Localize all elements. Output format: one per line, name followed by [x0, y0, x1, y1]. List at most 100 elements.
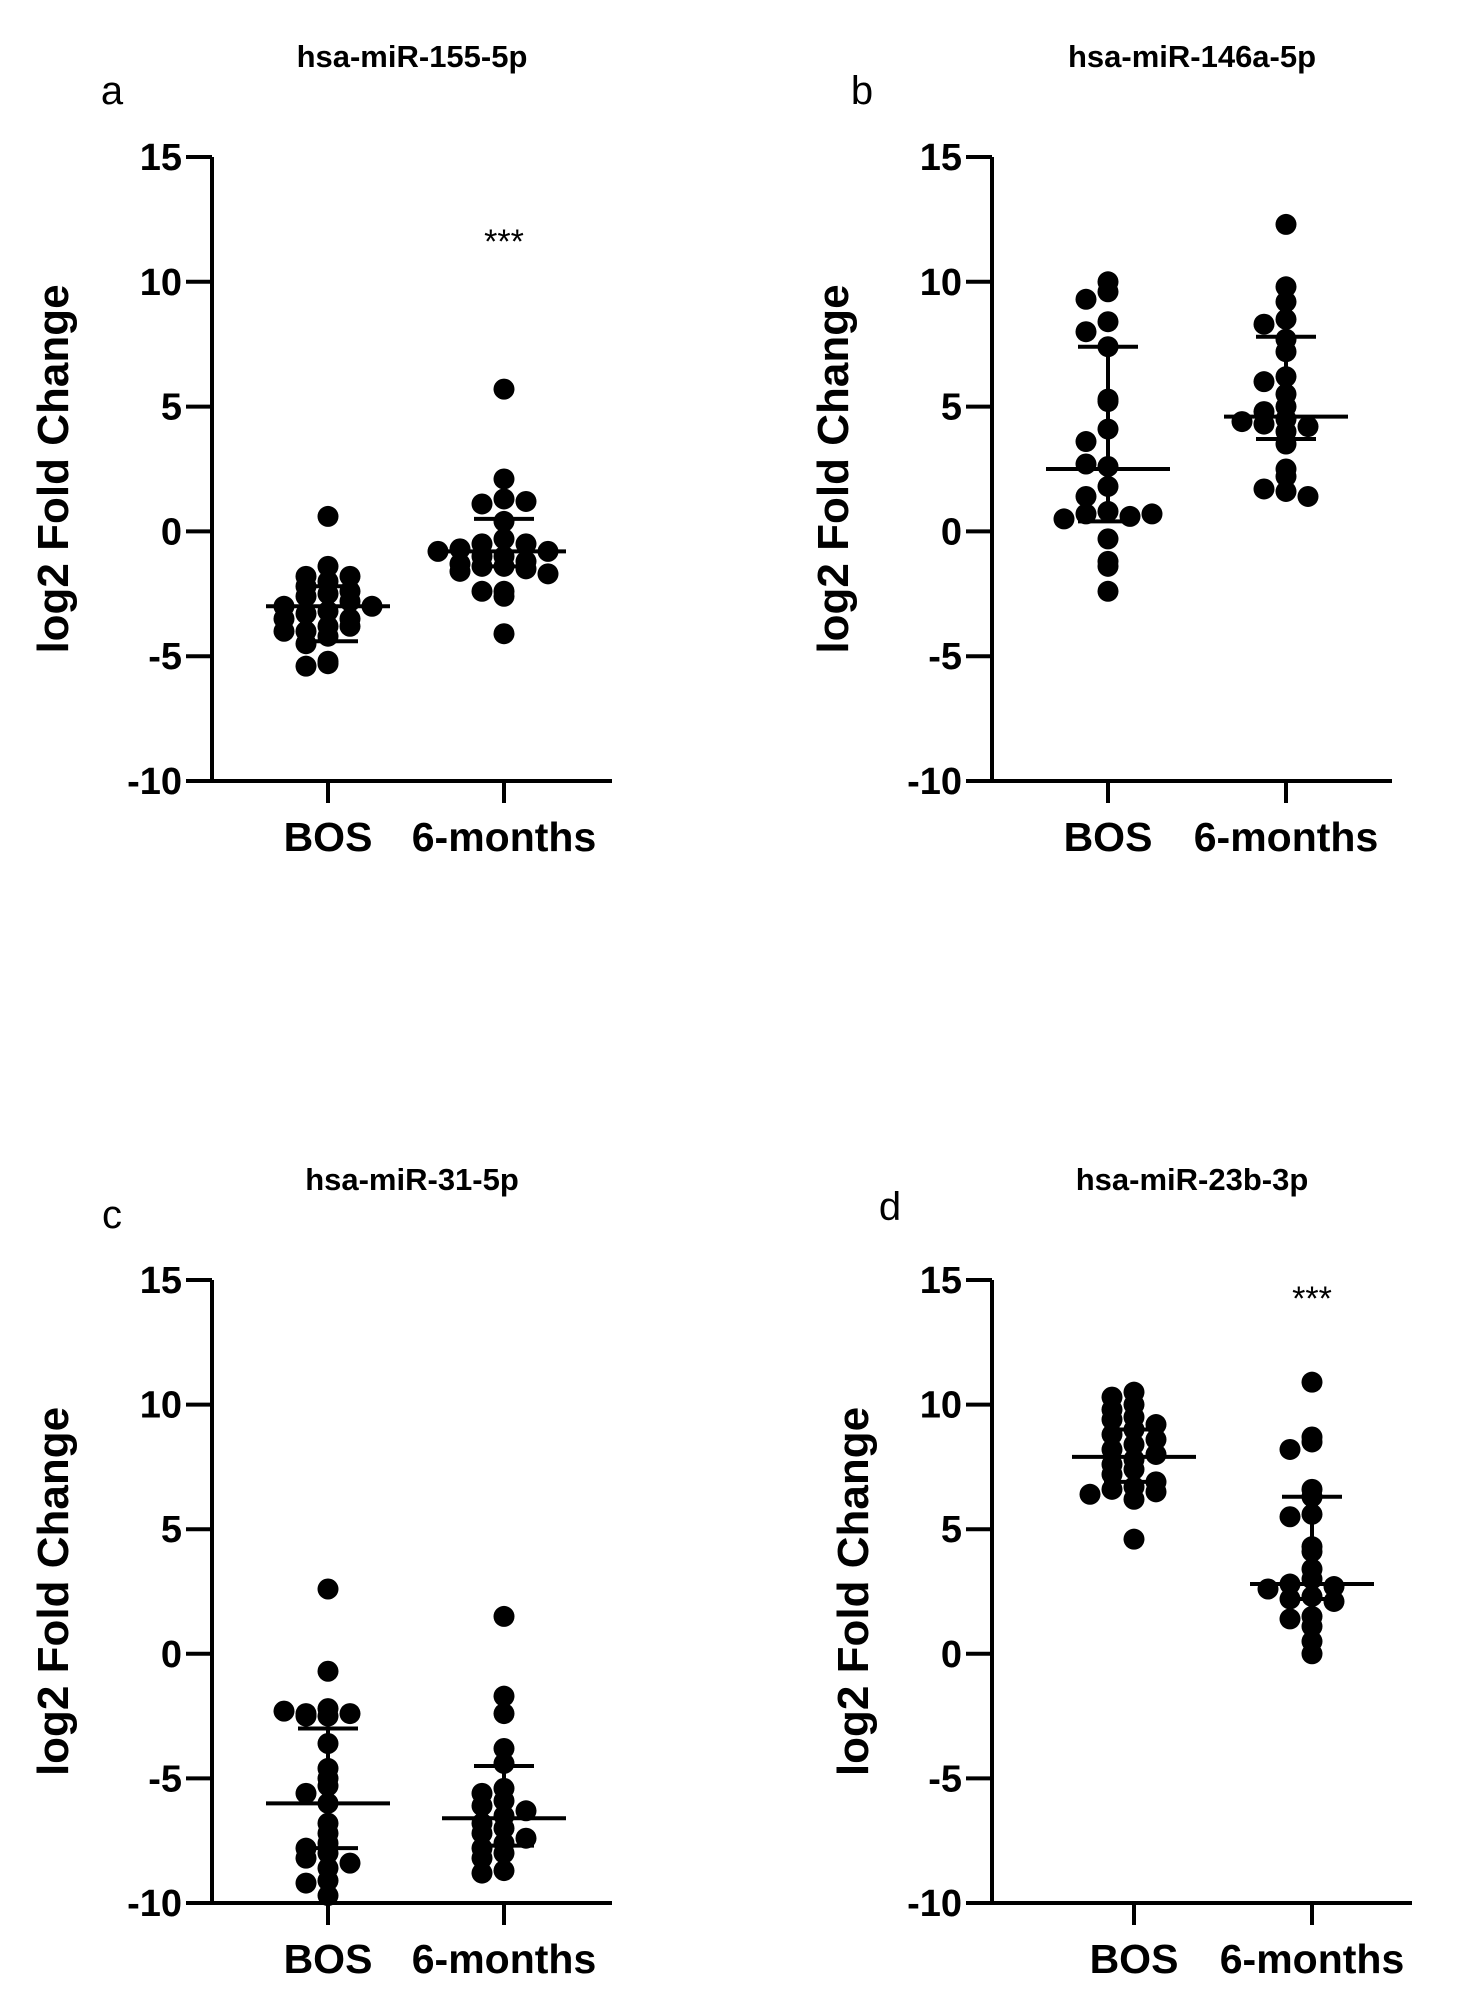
data-point [1275, 308, 1297, 330]
significance-marker: *** [1292, 1280, 1332, 1318]
data-point [1323, 1590, 1345, 1612]
data-point [317, 1885, 339, 1907]
x-tick-label: 6-months [412, 1936, 597, 1982]
panel-letter: b [851, 69, 873, 113]
data-point [1253, 478, 1275, 500]
data-point [515, 558, 537, 580]
data-point [493, 378, 515, 400]
data-point [1053, 508, 1075, 530]
y-tick-label: 10 [140, 1385, 182, 1427]
chart-title: hsa-miR-155-5p [297, 39, 528, 74]
data-point [493, 1703, 515, 1725]
data-point [295, 1872, 317, 1894]
data-point [493, 585, 515, 607]
y-tick-label: 0 [161, 1634, 182, 1676]
data-point [471, 1822, 493, 1844]
data-point [1301, 1431, 1323, 1453]
data-point [1279, 1506, 1301, 1528]
data-point [317, 505, 339, 527]
data-point [1297, 485, 1319, 507]
group-6-months [1224, 213, 1348, 507]
data-point [1075, 431, 1097, 453]
data-point [295, 1705, 317, 1727]
y-tick-label: 10 [920, 1385, 962, 1427]
data-point [493, 1605, 515, 1627]
data-point [1097, 528, 1119, 550]
data-point [1075, 485, 1097, 507]
x-tick-label: BOS [284, 1936, 373, 1982]
y-axis-label: log2 Fold Change [809, 284, 858, 653]
data-point [295, 603, 317, 625]
y-tick-label: 5 [161, 387, 182, 429]
data-point [493, 1860, 515, 1882]
data-point [295, 1782, 317, 1804]
y-tick-label: 15 [920, 1260, 962, 1302]
y-tick-label: 0 [941, 1634, 962, 1676]
data-point [1075, 503, 1097, 525]
data-point [1231, 411, 1253, 433]
data-point [515, 490, 537, 512]
data-point [1145, 1443, 1167, 1465]
data-point [515, 1800, 537, 1822]
y-tick-label: -10 [907, 761, 962, 803]
chart-title: hsa-miR-31-5p [305, 1162, 519, 1197]
y-tick-label: 5 [941, 387, 962, 429]
data-point [1253, 313, 1275, 335]
data-point [471, 493, 493, 515]
data-point [493, 1685, 515, 1707]
data-point [493, 468, 515, 490]
data-point [339, 1703, 361, 1725]
data-point [449, 560, 471, 582]
group-6-months [1250, 1371, 1374, 1665]
data-point [493, 1842, 515, 1864]
data-point [1075, 288, 1097, 310]
y-tick-label: 0 [161, 511, 182, 553]
y-axis-label: log2 Fold Change [29, 1407, 78, 1776]
x-tick-label: 6-months [1194, 814, 1379, 860]
y-tick-label: -5 [148, 636, 182, 678]
chart-panel-c: hsa-miR-31-5p c log2 Fold Change -10 -5 0 5 10 1… [29, 1162, 612, 1982]
data-point [339, 1852, 361, 1874]
data-point [1257, 1578, 1279, 1600]
data-point [493, 1737, 515, 1759]
y-tick-label: 0 [941, 511, 962, 553]
data-point [427, 540, 449, 562]
data-point [1301, 1615, 1323, 1637]
data-point [1279, 1608, 1301, 1630]
data-point [273, 1700, 295, 1722]
data-point [1297, 416, 1319, 438]
x-tick-label: BOS [284, 814, 373, 860]
significance-marker: *** [484, 223, 524, 261]
panel-letter: c [102, 1193, 122, 1237]
x-tick-label: 6-months [1220, 1936, 1405, 1982]
data-point [1253, 413, 1275, 435]
data-point [295, 1847, 317, 1869]
y-tick-label: 15 [140, 1260, 182, 1302]
group-BOS [1072, 1381, 1196, 1550]
data-point [1301, 1371, 1323, 1393]
data-point [295, 633, 317, 655]
y-tick-label: 15 [140, 137, 182, 179]
data-point [1101, 1463, 1123, 1485]
data-point [339, 615, 361, 637]
data-point [471, 1795, 493, 1817]
chart-title: hsa-miR-146a-5p [1068, 39, 1316, 74]
data-point [1275, 213, 1297, 235]
data-point [1119, 505, 1141, 527]
data-point [1145, 1481, 1167, 1503]
data-point [515, 533, 537, 555]
data-point [295, 655, 317, 677]
data-point [1279, 1438, 1301, 1460]
chart-panel-a: hsa-miR-155-5p a log2 Fold Change -10 -5 0 5 10… [29, 39, 612, 860]
data-point [1075, 453, 1097, 475]
data-point [1275, 291, 1297, 313]
data-point [1141, 503, 1163, 525]
data-point [1097, 555, 1119, 577]
y-tick-label: -5 [928, 636, 962, 678]
data-point [317, 555, 339, 577]
data-point [1079, 1483, 1101, 1505]
y-tick-label: 5 [941, 1509, 962, 1551]
y-tick-label: 10 [920, 262, 962, 304]
x-tick-label: BOS [1064, 814, 1153, 860]
data-point [493, 623, 515, 645]
